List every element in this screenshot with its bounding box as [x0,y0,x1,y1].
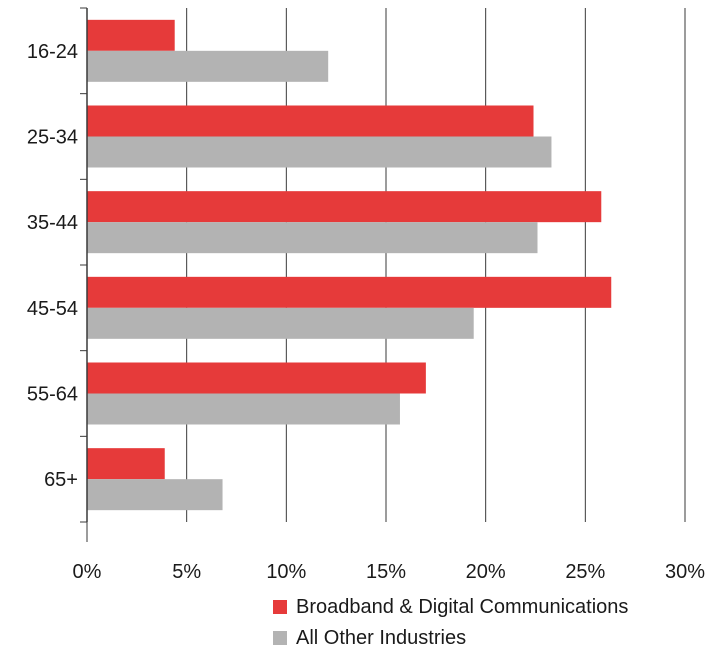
bar-other [87,50,329,82]
category-labels: 16-24 25-34 35-44 45-54 55-64 65+ [27,41,78,491]
x-tick-label: 30% [665,561,705,583]
bar-broadband [87,448,165,480]
legend-swatch-other [273,630,287,645]
bar-broadband [87,105,534,137]
x-tick-label: 20% [466,561,506,583]
category-label: 16-24 [27,41,78,63]
bar-broadband [87,19,175,51]
category-label: 35-44 [27,212,78,234]
gridlines [186,8,686,522]
x-tick-labels: 0% 5% 10% 15% 20% 25% 30% [73,561,706,583]
legend-item-other: All Other Industries [273,622,628,653]
x-tick-label: 10% [266,561,306,583]
bar-other [87,479,223,511]
bar-other [87,136,552,168]
bars [87,19,612,511]
bar-other [87,393,400,425]
legend-label-broadband: Broadband & Digital Communications [296,595,629,618]
bar-other [87,307,474,339]
legend-label-other: All Other Industries [296,626,467,649]
bar-broadband [87,362,426,394]
category-label: 65+ [44,469,78,491]
x-tick-label: 5% [172,561,201,583]
bar-other [87,222,538,254]
legend-swatch-broadband [273,599,287,614]
bar-broadband [87,191,602,223]
category-label: 45-54 [27,298,78,320]
x-tick-label: 15% [366,561,406,583]
bar-chart: 16-24 25-34 35-44 45-54 55-64 65+ 0% 5% 10% 15% 2… [27,7,706,583]
axis [80,7,88,542]
category-label: 55-64 [27,384,78,406]
x-tick-label: 25% [565,561,605,583]
x-tick-label: 0% [73,561,102,583]
category-label: 25-34 [27,127,78,149]
legend-item-broadband: Broadband & Digital Communications [273,591,628,622]
bar-broadband [87,276,612,308]
legend: Broadband & Digital Communications All O… [273,591,628,653]
